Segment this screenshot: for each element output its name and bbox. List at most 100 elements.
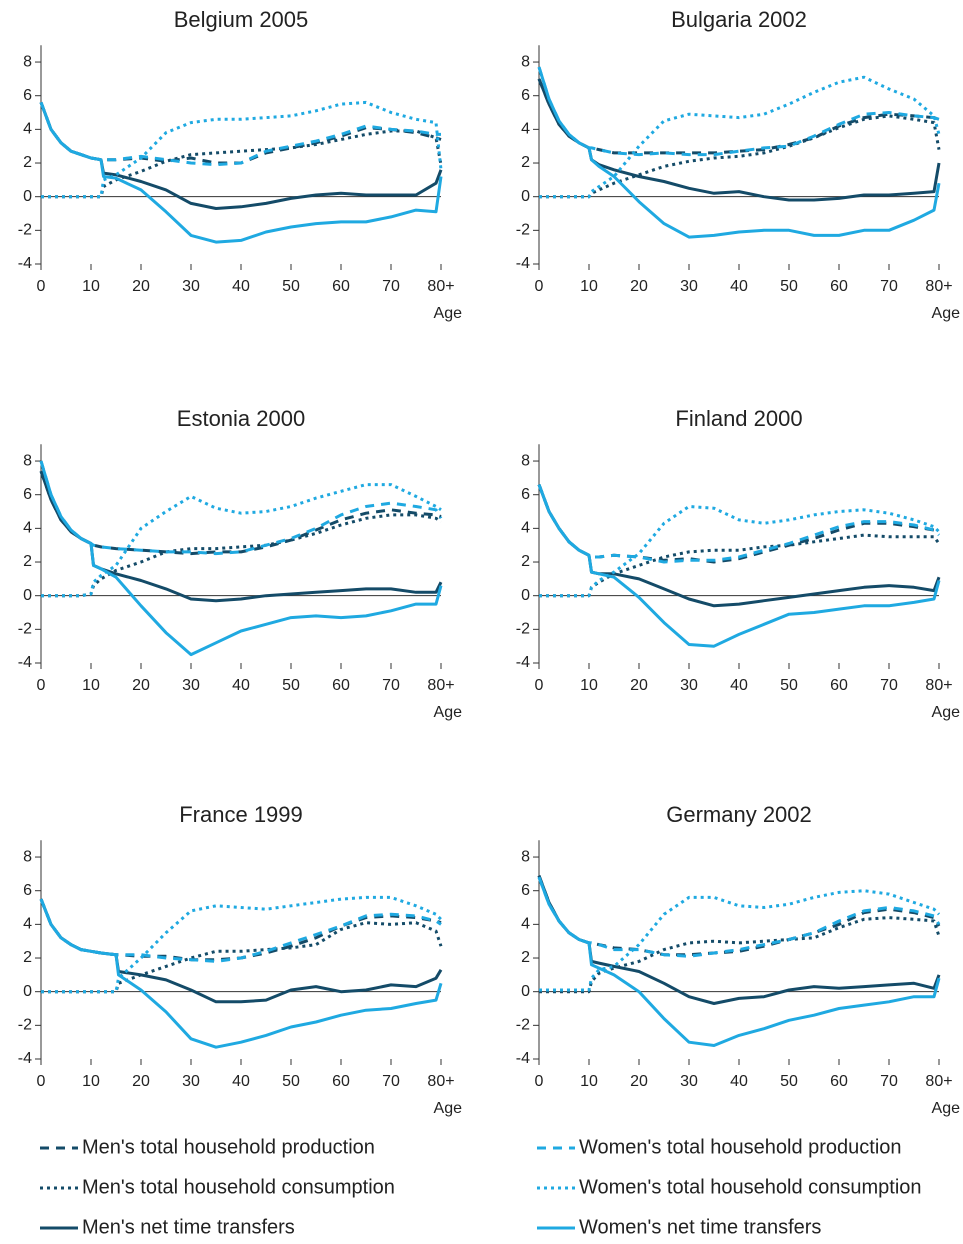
series-line	[41, 100, 443, 199]
series-line	[539, 889, 941, 992]
series-line	[537, 876, 941, 958]
series-line	[39, 101, 442, 165]
x-tick-label: 30	[680, 1073, 698, 1090]
y-tick-label: 0	[23, 587, 32, 604]
x-tick-label: 10	[580, 1073, 598, 1090]
x-tick-label: 0	[37, 677, 46, 694]
y-tick-label: 4	[521, 520, 530, 537]
x-tick-label: 70	[880, 1073, 898, 1090]
series-line	[41, 513, 442, 598]
y-tick-label: 0	[521, 983, 530, 1000]
series-line	[39, 460, 443, 657]
x-axis-label: Age	[434, 305, 463, 322]
legend-label: Women's net time transfers	[579, 1216, 821, 1238]
y-tick-label: 8	[521, 452, 530, 469]
y-tick-label: 2	[23, 553, 32, 570]
x-tick-label: 20	[132, 677, 150, 694]
y-tick-label: -2	[18, 621, 32, 638]
x-tick-label: 20	[132, 1073, 150, 1090]
series-line	[539, 916, 941, 994]
y-tick-label: 4	[23, 520, 32, 537]
y-tick-label: -2	[516, 222, 530, 239]
x-tick-label: 10	[580, 278, 598, 295]
x-tick-label: 40	[730, 1073, 748, 1090]
series-line	[537, 66, 940, 157]
x-tick-label: 10	[82, 677, 100, 694]
chart-title: Germany 2002	[666, 802, 812, 827]
series-line	[539, 505, 941, 598]
y-tick-label: 6	[23, 87, 32, 104]
y-tick-label: -4	[516, 255, 530, 272]
x-tick-label: 30	[182, 677, 200, 694]
y-tick-label: 8	[521, 53, 530, 70]
x-tick-label: 60	[830, 677, 848, 694]
x-tick-label: 80+	[925, 278, 952, 295]
chart-title: Belgium 2005	[174, 7, 309, 32]
x-tick-label: 80+	[427, 1073, 454, 1090]
x-tick-label: 60	[332, 677, 350, 694]
series-line	[537, 78, 940, 155]
y-tick-label: 8	[521, 848, 530, 865]
series-line	[539, 75, 941, 199]
x-tick-label: 60	[830, 278, 848, 295]
series-line	[39, 898, 443, 1049]
x-tick-label: 70	[382, 278, 400, 295]
y-tick-label: -4	[18, 654, 32, 671]
legend-label: Women's total household consumption	[579, 1176, 922, 1198]
x-tick-label: 0	[535, 677, 544, 694]
x-tick-label: 40	[730, 278, 748, 295]
y-tick-label: -4	[516, 654, 530, 671]
series-line	[537, 484, 941, 648]
y-tick-label: -4	[516, 1050, 530, 1067]
y-tick-label: 6	[521, 882, 530, 899]
x-tick-label: 80+	[427, 278, 454, 295]
series-line	[39, 470, 443, 603]
y-tick-label: 0	[521, 587, 530, 604]
y-tick-label: 4	[521, 916, 530, 933]
x-tick-label: 20	[630, 677, 648, 694]
x-axis-label: Age	[932, 305, 961, 322]
y-tick-label: 2	[23, 154, 32, 171]
y-tick-label: -2	[18, 222, 32, 239]
y-tick-label: -2	[516, 1017, 530, 1034]
y-tick-label: 2	[23, 949, 32, 966]
y-tick-label: 8	[23, 848, 32, 865]
x-tick-label: 70	[880, 278, 898, 295]
y-tick-label: 6	[23, 882, 32, 899]
y-tick-label: 0	[23, 188, 32, 205]
x-tick-label: 0	[37, 1073, 46, 1090]
y-tick-label: 8	[23, 452, 32, 469]
series-line	[41, 895, 443, 994]
chart-title: Bulgaria 2002	[671, 7, 807, 32]
x-tick-label: 80+	[925, 1073, 952, 1090]
series-line	[39, 470, 442, 556]
x-tick-label: 0	[535, 278, 544, 295]
x-tick-label: 20	[630, 278, 648, 295]
x-axis-label: Age	[434, 704, 463, 721]
x-tick-label: 30	[680, 278, 698, 295]
x-tick-label: 30	[182, 1073, 200, 1090]
x-tick-label: 20	[132, 278, 150, 295]
x-tick-label: 60	[332, 278, 350, 295]
x-tick-label: 70	[382, 677, 400, 694]
y-tick-label: -2	[516, 621, 530, 638]
series-line	[537, 484, 941, 608]
series-line	[537, 876, 941, 1047]
legend-label: Men's net time transfers	[82, 1216, 295, 1238]
legend-label: Women's total household production	[579, 1136, 902, 1158]
x-tick-label: 80+	[427, 677, 454, 694]
series-line	[537, 66, 941, 239]
y-tick-label: 6	[23, 486, 32, 503]
x-tick-label: 0	[37, 278, 46, 295]
x-axis-label: Age	[434, 1100, 463, 1117]
x-tick-label: 50	[780, 278, 798, 295]
y-tick-label: 8	[23, 53, 32, 70]
series-line	[537, 484, 940, 564]
x-tick-label: 50	[780, 1073, 798, 1090]
legend-label: Men's total household consumption	[82, 1176, 395, 1198]
x-tick-label: 70	[880, 677, 898, 694]
series-line	[537, 875, 941, 1005]
series-line	[537, 78, 941, 202]
y-tick-label: -2	[18, 1017, 32, 1034]
